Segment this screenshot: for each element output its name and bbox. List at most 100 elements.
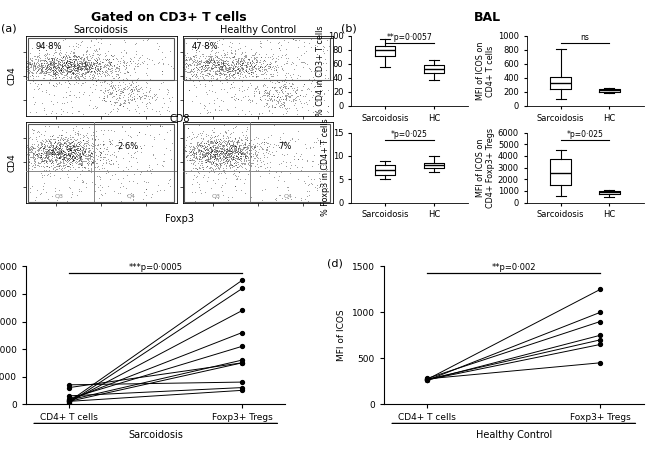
Point [266,70,276,77]
Point [38,145,49,152]
Point [95,151,105,158]
Point [103,55,114,62]
Point [201,158,211,166]
Point [43,146,53,154]
Point [122,85,132,92]
Point [209,161,220,168]
Point [205,108,216,115]
Point [109,84,120,92]
Point [227,148,237,155]
Point [42,157,53,164]
Point [70,67,80,74]
Point [42,64,52,71]
Point [131,40,142,47]
Point [79,144,90,151]
Point [248,92,259,100]
Point [35,139,46,146]
Point [231,144,241,151]
Point [126,81,136,88]
Point [81,66,92,74]
Point [38,150,49,158]
Point [215,72,226,79]
Point [320,55,331,62]
Point [224,145,235,152]
Point [77,143,88,150]
Point [237,59,247,66]
Point [47,141,58,148]
Point [107,52,118,59]
Point [240,152,250,159]
Point [169,150,179,157]
Point [252,161,263,168]
Point [90,48,100,55]
Point [257,66,268,73]
Point [69,73,79,80]
Point [75,153,86,160]
Point [212,151,222,158]
Point [69,157,79,164]
Point [46,66,56,73]
Point [28,93,38,101]
Point [107,83,118,90]
Point [176,151,187,158]
Point [212,139,222,146]
Point [49,66,60,74]
Point [96,62,106,70]
Point [220,169,230,176]
Point [20,154,31,162]
Point [306,175,316,182]
Point [247,142,257,150]
Point [266,72,277,79]
Point [0,154,1,161]
Point [64,54,75,61]
Point [70,165,80,172]
Point [252,139,262,146]
Point [103,110,113,117]
Point [124,132,135,139]
Point [85,65,96,72]
Point [100,85,110,92]
Point [162,155,172,163]
Point [230,145,240,152]
Point [195,152,205,159]
Point [115,95,125,102]
Point [61,60,72,67]
Point [69,52,79,59]
Point [94,51,105,58]
Point [262,92,272,99]
Point [252,158,262,165]
Point [70,72,80,79]
Point [120,127,130,134]
Point [118,88,129,96]
Point [236,56,246,63]
Point [122,83,133,90]
Point [76,188,86,195]
Point [219,62,229,69]
Point [241,128,252,135]
Point [86,73,97,80]
Point [157,73,168,80]
Point [244,151,255,158]
Point [34,150,44,158]
Point [263,60,274,67]
Point [47,54,57,61]
Point [54,162,64,169]
Point [210,159,220,166]
Point [228,141,239,148]
Point [75,59,86,66]
Point [95,67,105,74]
Point [112,94,122,101]
Point [41,157,51,164]
Point [49,146,60,154]
Point [62,67,72,74]
Point [42,149,53,156]
Point [219,146,229,154]
Point [27,165,37,172]
Point [142,80,152,87]
Point [61,52,72,59]
Point [198,65,208,72]
Point [101,80,112,87]
Point [114,101,125,108]
Point [69,51,79,58]
Point [112,84,123,91]
